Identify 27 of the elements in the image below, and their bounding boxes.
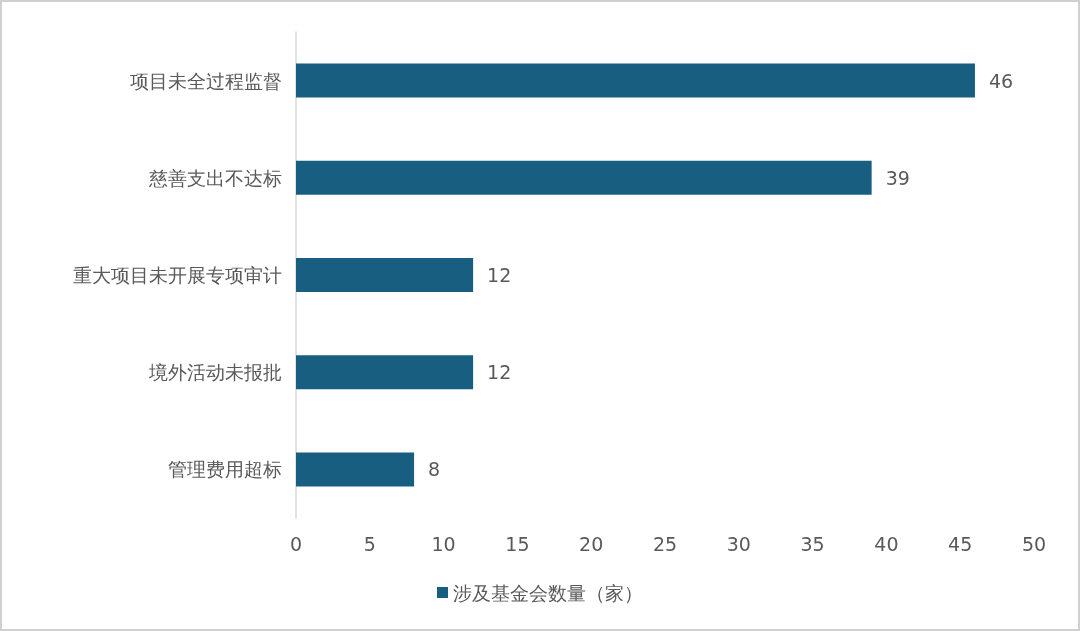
data-label: 46 — [988, 69, 1014, 92]
y-tick-label: 慈善支出不达标 — [148, 166, 282, 189]
bar — [296, 257, 474, 293]
data-label: 12 — [487, 361, 512, 384]
data-label: 39 — [885, 166, 910, 189]
legend-label: 涉及基金会数量（家） — [453, 581, 643, 604]
bar — [296, 63, 975, 98]
x-tick-label: 10 — [431, 532, 456, 555]
bar — [296, 452, 415, 487]
x-tick-label: 45 — [948, 532, 973, 555]
y-tick-label: 重大项目未开展专项审计 — [73, 264, 282, 286]
bar — [296, 160, 872, 195]
x-tick-label: 30 — [726, 532, 751, 555]
y-tick-label: 项目未全过程监督 — [130, 69, 282, 92]
x-tick-label: 5 — [363, 532, 376, 555]
bar — [296, 355, 474, 390]
x-tick-label: 25 — [652, 532, 678, 555]
y-tick-label: 管理费用超标 — [168, 458, 282, 481]
x-tick-label: 35 — [800, 532, 825, 555]
x-tick-label: 0 — [289, 532, 303, 555]
x-tick-label: 15 — [505, 532, 530, 555]
x-tick-label: 20 — [579, 532, 604, 555]
data-label: 12 — [487, 264, 512, 286]
data-label: 8 — [428, 458, 441, 481]
x-tick-label: 40 — [874, 532, 899, 555]
x-tick-label: 50 — [1021, 532, 1047, 555]
y-tick-label: 境外活动未报批 — [148, 361, 282, 384]
